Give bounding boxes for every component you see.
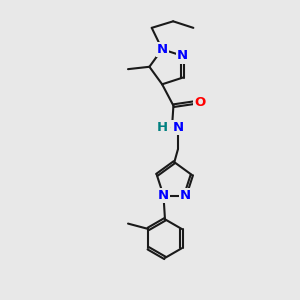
- Text: N: N: [157, 43, 168, 56]
- Text: N: N: [177, 50, 188, 62]
- Text: H: H: [157, 121, 168, 134]
- Text: N: N: [172, 121, 184, 134]
- Text: N: N: [158, 189, 169, 202]
- Text: N: N: [180, 189, 191, 202]
- Text: O: O: [194, 96, 205, 109]
